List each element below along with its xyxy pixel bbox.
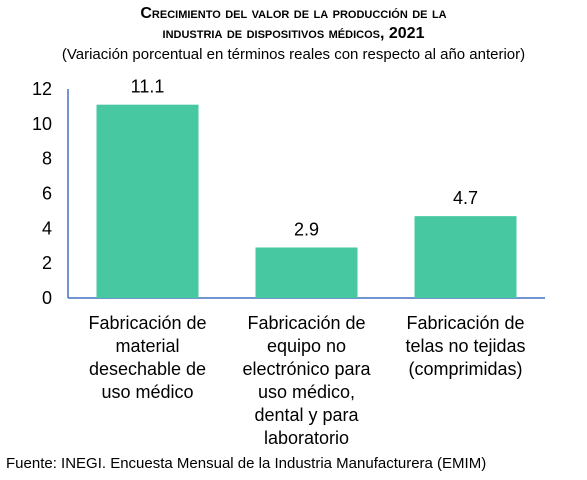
category-label-line: material [115, 336, 180, 356]
bar [96, 104, 199, 298]
category-label-line: desechable de [88, 359, 207, 379]
category-label: Fabricación de material desechable de uso m… [73, 312, 223, 404]
category-label-line: uso médico, [257, 382, 356, 402]
category-label-line: (comprimidas) [408, 359, 523, 379]
category-label-line: laboratorio [263, 428, 350, 448]
y-tick-label: 6 [42, 184, 52, 204]
data-label: 11.1 [131, 77, 165, 97]
y-tick-label: 0 [42, 288, 52, 308]
category-label: Fabricación de equipo no electrónico para u… [232, 312, 382, 450]
category-label: Fabricación de telas no tejidas (comprimid… [391, 312, 541, 381]
category-label-line: dental y para [254, 405, 359, 425]
category-label-line: uso médico [101, 382, 194, 402]
y-tick-label: 10 [32, 114, 52, 134]
category-label-line: equipo no [266, 336, 347, 356]
chart-title-line-2: industria de dispositivos médicos, 2021 [162, 25, 425, 42]
data-label: 2.9 [294, 219, 319, 239]
y-tick-label: 2 [42, 253, 52, 273]
category-label-line: Fabricación de [406, 313, 525, 333]
data-label: 4.7 [453, 188, 478, 208]
chart-title-line-1: Crecimiento del valor de la producción d… [140, 5, 447, 22]
bar [414, 216, 517, 298]
category-label-line: Fabricación de [247, 313, 366, 333]
category-label-line: electrónico para [242, 359, 371, 379]
y-tick-label: 4 [42, 218, 52, 238]
y-tick-label: 12 [32, 79, 52, 99]
category-label-line: Fabricación de [88, 313, 207, 333]
category-label-line: telas no tejidas [405, 336, 526, 356]
source-note: Fuente: INEGI. Encuesta Mensual de la In… [6, 455, 487, 472]
bar [255, 247, 358, 298]
chart-subtitle: (Variación porcentual en términos reales… [61, 46, 526, 63]
y-tick-label: 8 [42, 149, 52, 169]
